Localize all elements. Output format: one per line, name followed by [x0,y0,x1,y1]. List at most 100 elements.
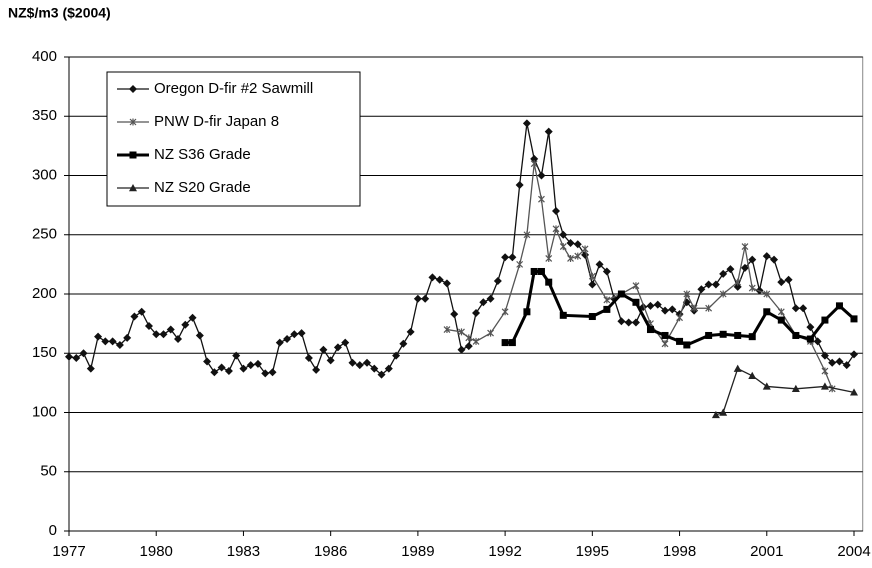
point [828,358,837,367]
point [108,337,117,346]
point [806,335,814,343]
point [850,315,858,323]
point [297,329,306,338]
point [261,369,270,378]
point [348,358,357,367]
point [791,384,800,392]
point [697,285,706,294]
y-tick-label: 400 [32,48,57,65]
point [115,340,124,349]
point [333,343,342,352]
x-tick-label: 2004 [837,543,870,560]
point [544,127,553,136]
point [777,278,786,287]
point [326,356,335,365]
point [479,298,488,307]
point [748,333,756,341]
y-tick-label: 250 [32,226,57,243]
point [740,263,749,272]
legend-marker [129,118,137,126]
legend-marker [129,184,137,192]
x-tick-label: 1986 [314,543,347,560]
point [821,316,829,324]
point [602,267,611,276]
legend-label: Oregon D-fir #2 Sawmill [154,80,313,97]
point [646,301,655,310]
point [690,304,698,312]
series-line [446,163,833,390]
point [552,225,560,233]
x-tick-label: 1989 [401,543,434,560]
point [711,280,720,289]
x-tick-label: 1980 [140,543,173,560]
point [631,318,640,327]
point [253,359,262,368]
x-tick-label: 2001 [750,543,783,560]
point [559,311,567,319]
point [551,207,560,216]
point [545,278,553,286]
point [137,307,146,316]
point [472,308,481,317]
point [850,388,858,396]
point [683,341,691,349]
point [188,313,197,322]
point [239,364,248,373]
point [835,302,843,310]
point [828,385,836,393]
legend-marker [129,151,137,159]
point [94,332,103,341]
point [530,160,538,168]
point [472,337,480,345]
point [719,330,727,338]
point [232,351,241,360]
point [159,330,168,339]
point [537,267,545,275]
y-tick-label: 100 [32,403,57,420]
point [152,330,161,339]
point [573,240,582,249]
point [632,282,640,290]
point [515,180,524,189]
point [123,333,132,342]
point [559,243,567,251]
point [683,290,691,298]
point [283,335,292,344]
point [588,280,597,289]
point [435,275,444,284]
point [487,329,494,337]
point [399,339,408,348]
point [603,296,611,304]
point [377,370,386,379]
point [821,367,829,375]
point [668,305,677,314]
point [493,276,502,285]
point [224,367,233,376]
point [595,260,604,269]
point [465,334,473,342]
x-tick-label: 1995 [576,543,609,560]
point [203,357,212,366]
point [734,331,742,339]
point [784,275,793,284]
point [290,330,299,339]
point [719,269,728,278]
legend-label: NZ S36 Grade [154,146,251,163]
point [516,260,524,268]
point [319,345,328,354]
point [442,279,451,288]
point [762,252,771,261]
point [217,363,226,372]
y-tick-label: 150 [32,344,57,361]
point [799,304,808,313]
point [559,230,568,239]
point [632,298,640,306]
point [617,290,625,298]
point [464,342,473,351]
point [726,265,735,274]
point [355,361,364,370]
point [341,338,350,347]
point [457,345,466,354]
point [653,300,662,309]
